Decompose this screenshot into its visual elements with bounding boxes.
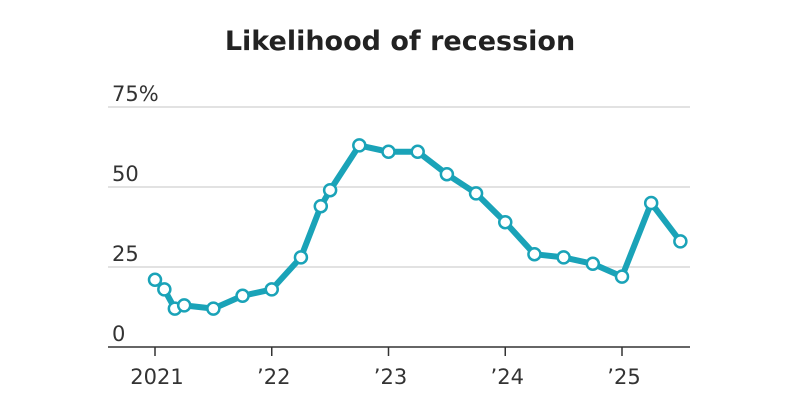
x-tick-label: ’23 bbox=[374, 365, 407, 389]
y-tick-label: 25 bbox=[112, 242, 139, 266]
data-point bbox=[614, 269, 630, 284]
data-point bbox=[176, 298, 192, 313]
data-point bbox=[673, 234, 688, 249]
x-tick-label: ’24 bbox=[491, 365, 524, 389]
chart-title: Likelihood of recession bbox=[224, 26, 576, 57]
data-point bbox=[556, 250, 571, 265]
data-point bbox=[206, 301, 221, 316]
data-point bbox=[352, 138, 367, 153]
data-point bbox=[322, 182, 338, 198]
data-point bbox=[585, 256, 601, 272]
y-tick-label: 0 bbox=[112, 322, 125, 346]
data-point bbox=[293, 250, 309, 265]
x-tick-label: ’22 bbox=[257, 365, 290, 389]
tick-labels: 0 25 50 75% 2021 ’22 ’23 ’24 ’25 bbox=[112, 82, 641, 389]
data-point bbox=[313, 198, 329, 214]
series-line bbox=[152, 142, 684, 312]
gridlines bbox=[108, 106, 690, 268]
x-tick-label: 2021 bbox=[130, 365, 183, 389]
data-point bbox=[147, 272, 163, 288]
data-point bbox=[643, 195, 659, 211]
x-axis bbox=[108, 346, 690, 356]
data-point bbox=[410, 144, 425, 160]
data-point bbox=[498, 214, 513, 230]
y-tick-label: 50 bbox=[112, 162, 139, 186]
x-tick-label: ’25 bbox=[607, 365, 640, 389]
data-point bbox=[264, 282, 279, 297]
data-point bbox=[527, 246, 542, 262]
series bbox=[147, 138, 688, 316]
y-tick-label: 75% bbox=[112, 82, 159, 106]
data-point bbox=[235, 288, 250, 304]
data-point bbox=[468, 186, 484, 201]
data-point bbox=[439, 166, 455, 182]
data-point bbox=[381, 144, 396, 160]
data-point bbox=[157, 282, 172, 297]
